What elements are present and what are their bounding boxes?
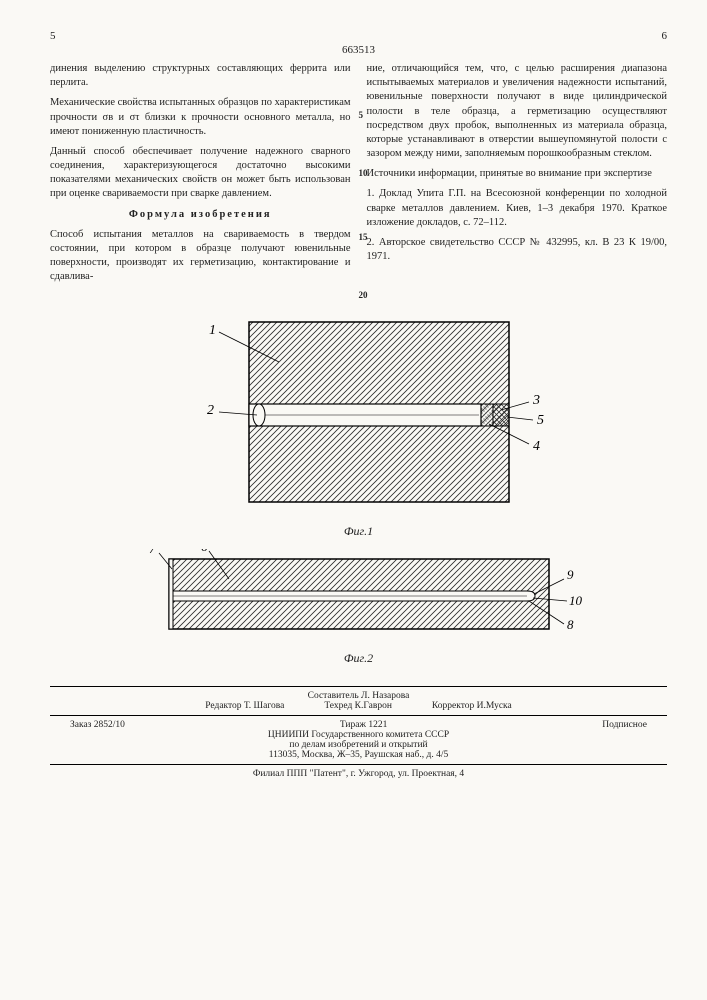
composer: Составитель Л. Назарова — [50, 691, 667, 701]
line-num: 15 — [359, 232, 368, 242]
formula-heading: Формула изобретения — [50, 208, 351, 222]
editor: Редактор Т. Шагова — [205, 701, 284, 711]
org-line-1: ЦНИИПИ Государственного комитета СССР — [50, 730, 667, 740]
corrector: Корректор И.Муска — [432, 701, 512, 711]
figure-2-label: Фиг.2 — [50, 651, 667, 666]
callout-label: 10 — [569, 593, 583, 608]
address: 113035, Москва, Ж–35, Раушская наб., д. … — [50, 750, 667, 760]
paragraph: динения выделению структурных составляющ… — [50, 62, 351, 90]
sources-heading: Источники информации, принятые во вниман… — [367, 167, 668, 181]
callout-label: 8 — [567, 617, 574, 632]
patent-page: 5 6 663513 5 10 15 20 динения выделению … — [0, 0, 707, 1000]
page-num-right: 6 — [662, 30, 668, 42]
text-columns: 5 10 15 20 динения выделению структурных… — [50, 62, 667, 290]
callout-label: 9 — [567, 567, 574, 582]
callout-label: 6 — [201, 549, 208, 554]
filial: Филиал ППП "Патент", г. Ужгород, ул. Про… — [50, 769, 667, 779]
source-item: 1. Доклад Упита Г.П. на Всесоюзной конфе… — [367, 187, 668, 230]
line-num: 20 — [359, 290, 368, 300]
tirazh: Тираж 1221 — [340, 720, 388, 730]
line-num: 10 — [359, 168, 368, 178]
callout-label: 4 — [533, 439, 540, 454]
paragraph: Механические свойства испытанных образцо… — [50, 96, 351, 139]
callout-label: 1 — [209, 323, 216, 338]
left-column: динения выделению структурных составляющ… — [50, 62, 351, 290]
source-item: 2. Авторское свидетельство СССР № 432995… — [367, 236, 668, 264]
callout-label: 3 — [532, 393, 540, 408]
paragraph: Данный способ обеспечивает получение над… — [50, 145, 351, 202]
subscription: Подписное — [602, 720, 647, 730]
doc-number: 663513 — [50, 44, 667, 56]
paragraph: ние, отличающийся тем, что, с целью расш… — [367, 62, 668, 161]
callout-label: 7 — [149, 549, 156, 556]
org-line-2: по делам изобретений и открытий — [50, 740, 667, 750]
page-header: 5 6 — [50, 30, 667, 42]
callout-label: 5 — [537, 413, 544, 428]
colophon: Составитель Л. Назарова Редактор Т. Шаго… — [50, 686, 667, 779]
page-num-left: 5 — [50, 30, 56, 42]
callout-label: 2 — [207, 403, 214, 418]
figure-1-label: Фиг.1 — [50, 524, 667, 539]
order-num: Заказ 2852/10 — [70, 720, 125, 730]
figures-block: 1 2 3 5 4 Фиг.1 — [50, 312, 667, 666]
figure-1: 1 2 3 5 4 — [149, 312, 569, 522]
techred: Техред К.Гаврон — [324, 701, 392, 711]
right-column: ние, отличающийся тем, что, с целью расш… — [367, 62, 668, 290]
line-num: 5 — [359, 110, 364, 120]
figure-2: 7 6 9 10 8 — [119, 549, 599, 649]
paragraph: Способ испытания металлов на свариваемос… — [50, 228, 351, 285]
